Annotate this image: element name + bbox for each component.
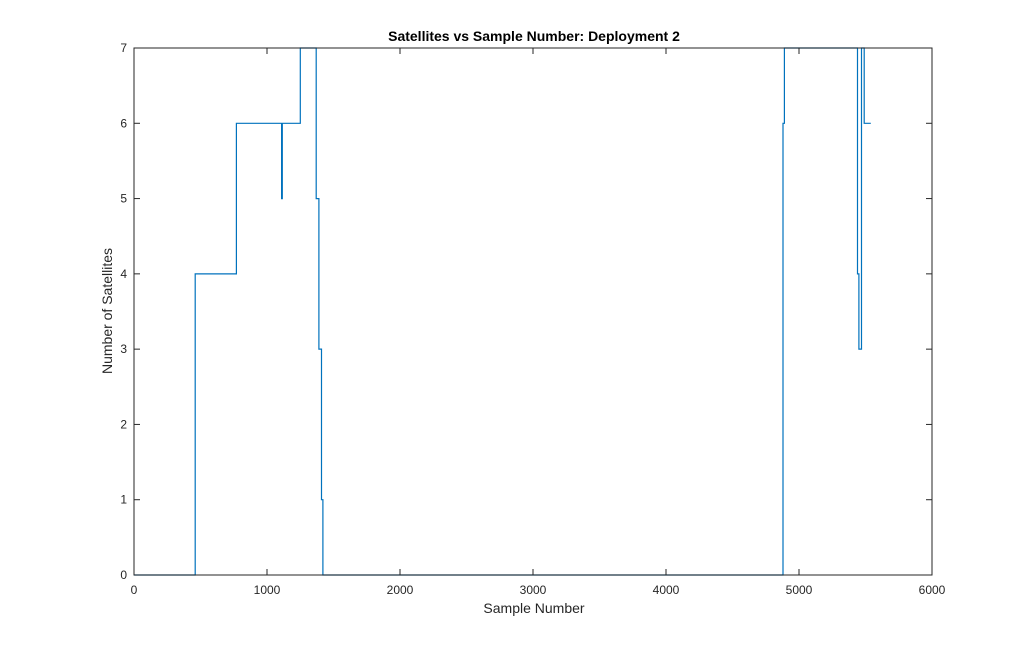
y-tick-label: 5 [120,192,127,206]
x-tick-label: 0 [131,583,138,597]
y-tick-label: 2 [120,417,127,431]
x-tick-label: 6000 [919,583,946,597]
y-tick-label: 1 [120,493,127,507]
axes: 0 1000 2000 3000 4000 5000 6000 0 1 2 3 4 5 6 7 [120,41,945,597]
y-tick-label: 7 [120,41,127,55]
y-axis-label: Number of Satellites [99,248,115,374]
y-tick-label: 0 [120,568,127,582]
y-tick-label: 3 [120,342,127,356]
series-line-0 [134,47,871,576]
x-tick-label: 4000 [653,583,680,597]
x-tick-label: 2000 [387,583,414,597]
x-tick-label: 3000 [520,583,547,597]
x-tick-label: 1000 [254,583,281,597]
series-layer [134,47,871,576]
chart-title: Satellites vs Sample Number: Deployment … [388,28,680,44]
y-tick-label: 6 [120,116,127,130]
x-tick-label: 5000 [786,583,813,597]
y-tick-label: 4 [120,267,127,281]
plot-area [134,48,932,575]
x-axis-label: Sample Number [483,600,584,616]
